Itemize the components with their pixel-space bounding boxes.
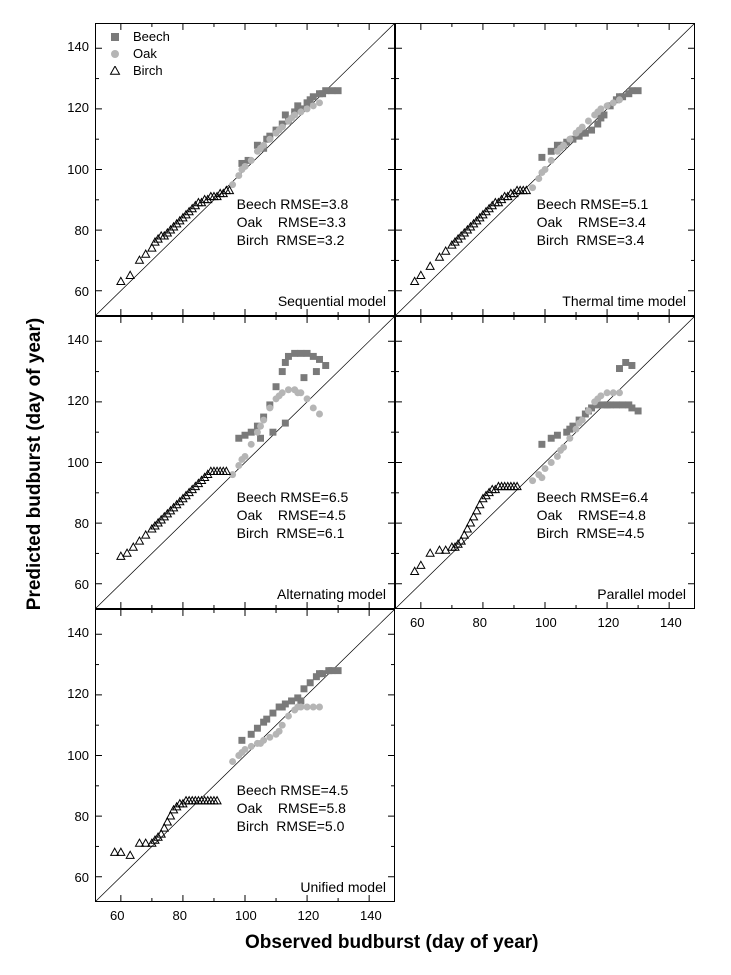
rmse-text: Beech RMSE=3.8 Oak RMSE=3.3 Birch RMSE=3… xyxy=(237,195,349,250)
x-tick-label: 60 xyxy=(410,615,424,630)
x-tick-label: 140 xyxy=(360,908,382,923)
y-tick-label: 120 xyxy=(67,100,89,115)
rmse-text: Beech RMSE=4.5 Oak RMSE=5.8 Birch RMSE=5… xyxy=(237,781,349,836)
y-tick-label: 140 xyxy=(67,39,89,54)
legend-label: Birch xyxy=(133,63,163,78)
panel-parallel-model: Beech RMSE=6.4 Oak RMSE=4.8 Birch RMSE=4… xyxy=(395,316,695,609)
legend: Beech Oak Birch xyxy=(105,29,170,80)
model-label: Thermal time model xyxy=(562,293,686,309)
birch-icon xyxy=(105,66,125,76)
model-label: Alternating model xyxy=(277,586,386,602)
x-tick-label: 80 xyxy=(173,908,187,923)
oak-icon xyxy=(105,49,125,59)
y-tick-label: 100 xyxy=(67,455,89,470)
y-tick-label: 140 xyxy=(67,625,89,640)
y-tick-label: 60 xyxy=(75,870,89,885)
y-tick-label: 80 xyxy=(75,223,89,238)
legend-item-beech: Beech xyxy=(105,29,170,44)
y-tick-label: 100 xyxy=(67,748,89,763)
x-tick-label: 120 xyxy=(298,908,320,923)
rmse-text: Beech RMSE=6.4 Oak RMSE=4.8 Birch RMSE=4… xyxy=(537,488,649,543)
x-axis-label: Observed budburst (day of year) xyxy=(245,932,539,954)
model-label: Sequential model xyxy=(278,293,386,309)
y-tick-label: 80 xyxy=(75,809,89,824)
model-label: Unified model xyxy=(300,879,386,895)
y-tick-label: 100 xyxy=(67,162,89,177)
beech-icon xyxy=(105,32,125,42)
panel-alternating-model: Beech RMSE=6.5 Oak RMSE=4.5 Birch RMSE=6… xyxy=(95,316,395,609)
y-tick-label: 60 xyxy=(75,284,89,299)
legend-label: Beech xyxy=(133,29,170,44)
rmse-text: Beech RMSE=6.5 Oak RMSE=4.5 Birch RMSE=6… xyxy=(237,488,349,543)
y-tick-label: 80 xyxy=(75,516,89,531)
panel-thermal-time-model: Beech RMSE=5.1 Oak RMSE=3.4 Birch RMSE=3… xyxy=(395,23,695,316)
y-axis-label: Predicted budburst (day of year) xyxy=(24,314,46,614)
x-tick-label: 120 xyxy=(598,615,620,630)
x-tick-label: 100 xyxy=(535,615,557,630)
panel-unified-model: Beech RMSE=4.5 Oak RMSE=5.8 Birch RMSE=5… xyxy=(95,609,395,902)
y-tick-label: 60 xyxy=(75,577,89,592)
x-tick-label: 140 xyxy=(660,615,682,630)
y-tick-label: 120 xyxy=(67,393,89,408)
model-label: Parallel model xyxy=(597,586,686,602)
legend-item-oak: Oak xyxy=(105,46,170,61)
legend-item-birch: Birch xyxy=(105,63,170,78)
y-tick-label: 120 xyxy=(67,686,89,701)
y-tick-label: 140 xyxy=(67,332,89,347)
figure: Beech RMSE=3.8 Oak RMSE=3.3 Birch RMSE=3… xyxy=(0,0,731,975)
x-tick-label: 80 xyxy=(473,615,487,630)
x-tick-label: 60 xyxy=(110,908,124,923)
rmse-text: Beech RMSE=5.1 Oak RMSE=3.4 Birch RMSE=3… xyxy=(537,195,649,250)
x-tick-label: 100 xyxy=(235,908,257,923)
legend-label: Oak xyxy=(133,46,157,61)
